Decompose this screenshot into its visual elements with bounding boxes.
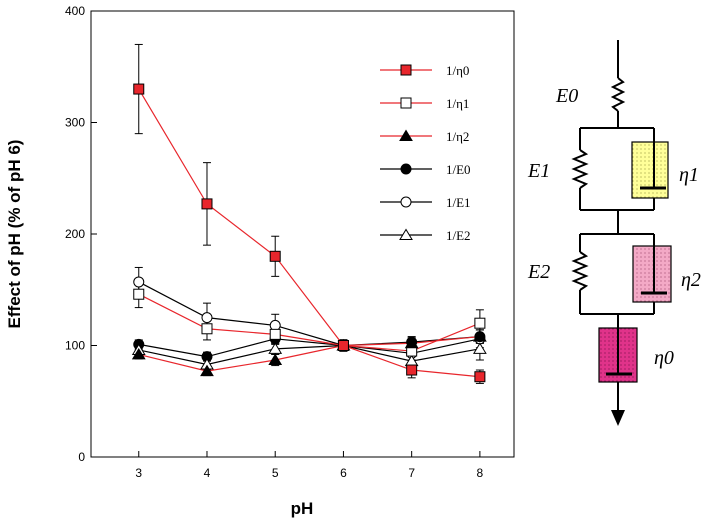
data-point	[131, 347, 146, 360]
data-point	[201, 323, 213, 335]
data-point	[268, 353, 283, 365]
legend-label: 1/E0	[446, 162, 471, 177]
series-line	[138, 335, 480, 358]
x-tick-label: 8	[477, 466, 484, 480]
y-axis-title: Effect of pH (% of pH 6)	[5, 140, 24, 329]
data-point	[474, 317, 486, 329]
legend-marker	[400, 163, 412, 175]
spring-e0	[610, 77, 626, 112]
arrow-down-icon	[611, 410, 625, 426]
label-eta0: η0	[654, 347, 674, 369]
legend-label: 1/E2	[446, 228, 471, 243]
x-tick-label: 7	[408, 466, 415, 480]
y-axis: 0 100 200 300 400	[65, 4, 97, 464]
data-point	[473, 342, 487, 354]
label-e1: E1	[527, 160, 550, 182]
label-e0: E0	[555, 85, 578, 107]
series-line	[138, 88, 480, 378]
data-point	[133, 276, 145, 288]
series-line	[138, 293, 481, 352]
data-point	[133, 83, 145, 95]
data-point	[474, 371, 486, 383]
chart-area: 0 100 200 300 400 3 4 5 6 7 8 1/η0 1/η1 1/η2 1/E0 1/E…	[5, 4, 515, 518]
data-point	[473, 330, 487, 342]
data-point	[337, 340, 349, 351]
y-tick-label: 100	[65, 339, 85, 353]
y-tick-label: 400	[65, 4, 85, 18]
label-eta2: η2	[681, 269, 701, 291]
y-tick-label: 200	[65, 227, 85, 241]
data-point	[404, 336, 419, 349]
legend: 1/η0 1/η1 1/η2 1/E0 1/E1 1/E2	[380, 63, 471, 243]
legend-marker	[399, 228, 413, 240]
legend-marker	[399, 129, 413, 141]
x-tick-label: 3	[135, 466, 142, 480]
dashpot-eta1	[631, 141, 669, 199]
data-point	[201, 312, 213, 324]
error-bars	[134, 43, 484, 384]
x-axis-title: pH	[291, 499, 314, 518]
x-axis: 3 4 5 6 7 8	[135, 451, 484, 480]
label-eta1: η1	[679, 164, 699, 186]
legend-label: 1/η1	[446, 96, 469, 111]
x-tick-label: 4	[204, 466, 211, 480]
series-lines	[138, 88, 481, 378]
series-line	[138, 344, 480, 366]
data-point	[268, 342, 283, 354]
data-point	[406, 364, 418, 376]
series-line	[138, 281, 481, 354]
diagram-labels: E0 E1 η1 E2 η2 η0	[527, 85, 701, 369]
y-tick-label: 300	[65, 116, 85, 130]
series-line	[138, 335, 480, 372]
label-e2: E2	[527, 261, 550, 283]
data-point	[201, 198, 213, 210]
data-point	[133, 288, 145, 300]
data-point	[200, 364, 214, 377]
legend-marker	[400, 64, 412, 76]
data-point	[269, 328, 281, 340]
viscoelastic-model-diagram	[571, 40, 672, 426]
spring-e2	[571, 251, 589, 291]
series-markers	[131, 83, 487, 383]
legend-marker	[400, 196, 412, 208]
legend-label: 1/η0	[446, 63, 469, 78]
spring-e1	[571, 149, 589, 189]
x-tick-label: 5	[272, 466, 279, 480]
legend-marker	[400, 97, 412, 109]
y-tick-label: 0	[78, 450, 85, 464]
data-point	[269, 250, 281, 262]
legend-label: 1/η2	[446, 129, 469, 144]
legend-label: 1/E1	[446, 195, 471, 210]
x-tick-label: 6	[340, 466, 347, 480]
